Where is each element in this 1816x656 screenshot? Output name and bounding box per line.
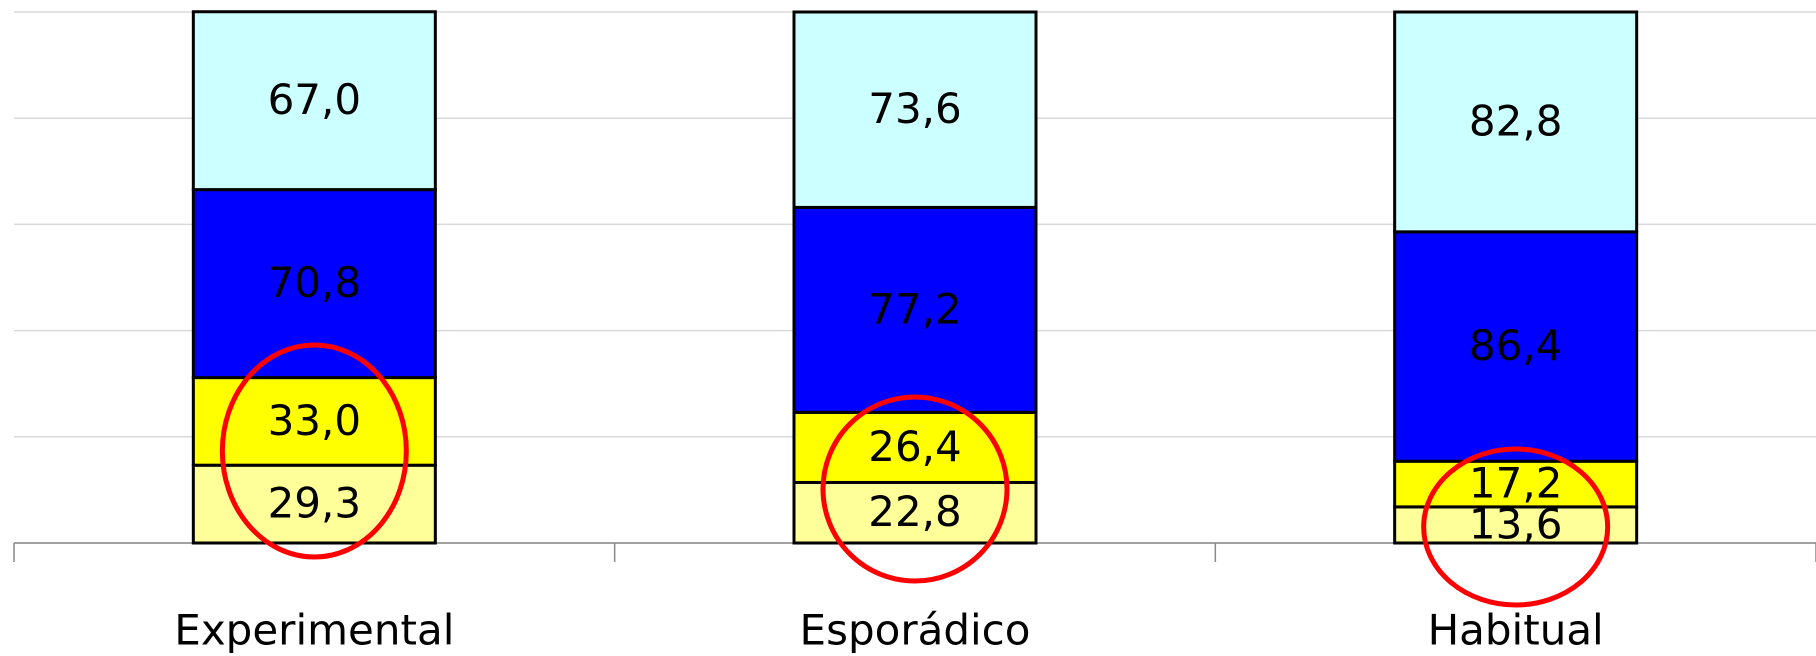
data-label: 82,8 xyxy=(1469,96,1563,145)
data-label: 33,0 xyxy=(268,396,362,445)
data-label: 17,2 xyxy=(1469,459,1563,508)
bar-segment xyxy=(191,10,437,192)
data-label: 67,0 xyxy=(268,75,362,124)
highlight-circle xyxy=(820,394,1010,584)
data-label: 73,6 xyxy=(868,84,962,133)
bar-segment xyxy=(1393,10,1639,234)
x-tick-label: Habitual xyxy=(1428,606,1604,655)
bar-segment xyxy=(792,205,1038,414)
bar-segment xyxy=(1393,505,1639,545)
bar-segment xyxy=(1393,230,1639,463)
bar-segment xyxy=(1393,459,1639,509)
data-label: 22,8 xyxy=(868,487,962,536)
bar-segment xyxy=(792,10,1038,209)
data-label: 70,8 xyxy=(268,258,362,307)
highlight-circle xyxy=(1421,446,1611,608)
data-label: 29,3 xyxy=(268,479,362,528)
highlight-circle xyxy=(219,342,409,560)
x-tick-label: Esporádico xyxy=(800,606,1031,655)
x-tick-label: Experimental xyxy=(174,606,454,655)
data-label: 86,4 xyxy=(1469,321,1563,370)
data-label: 77,2 xyxy=(868,284,962,333)
data-label: 26,4 xyxy=(868,422,962,471)
